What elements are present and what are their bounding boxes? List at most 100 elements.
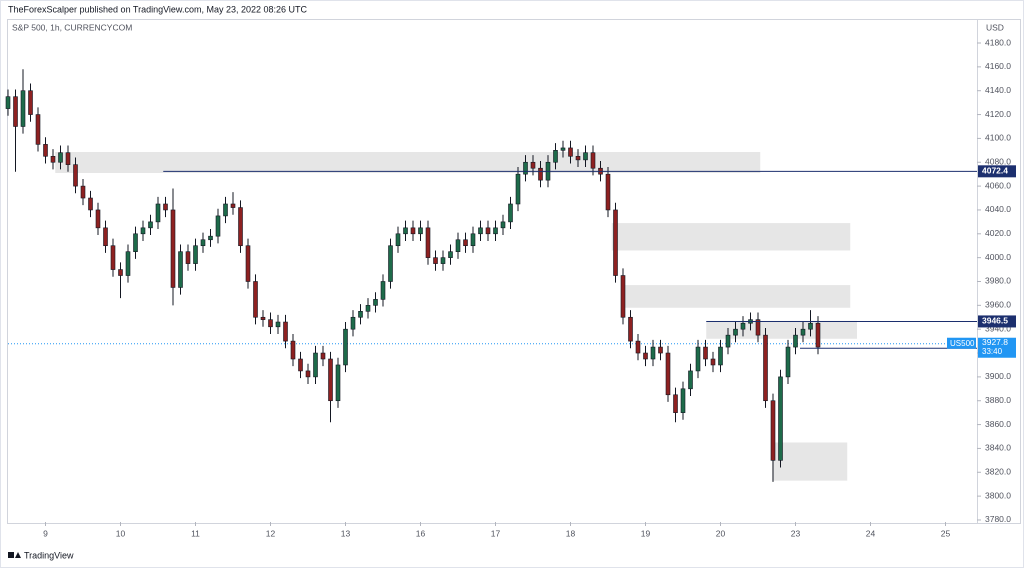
x-tick-label: 18 (566, 528, 576, 538)
candle-body (365, 305, 371, 312)
candle-body (530, 161, 536, 169)
candle-body (343, 328, 348, 366)
y-tick-label: 3860.0 (985, 419, 1011, 429)
x-tick-label: 23 (791, 528, 801, 538)
zone (622, 285, 851, 308)
candle-body (740, 322, 746, 330)
candle-body (815, 322, 821, 348)
y-tick-label: 4120.0 (985, 109, 1011, 119)
y-tick-label: 3800.0 (985, 490, 1011, 500)
level-tag (978, 315, 1016, 328)
candle-body (455, 239, 461, 252)
x-tick-label: 24 (866, 528, 876, 538)
x-tick-label: 10 (116, 528, 126, 538)
candle-body (305, 370, 311, 378)
candle-body (500, 221, 506, 229)
candle-body (155, 203, 161, 223)
price-tag (978, 337, 1016, 358)
zone (611, 223, 851, 251)
countdown: 33:40 (982, 347, 1003, 356)
candle-body (680, 388, 686, 413)
zone (55, 151, 761, 173)
candle-body (350, 316, 356, 330)
candle-body (5, 96, 11, 109)
candle-body (380, 281, 386, 300)
candle-body (13, 96, 18, 127)
candle-body (335, 364, 341, 402)
candle-body (628, 316, 633, 342)
candle-body (665, 352, 671, 396)
zone (772, 442, 848, 481)
candle-body (568, 147, 573, 157)
y-tick-label: 4020.0 (985, 228, 1011, 238)
level-tag (978, 165, 1016, 178)
candle-body (208, 235, 213, 241)
candle-body (523, 161, 528, 175)
candle-body (808, 322, 813, 330)
currency: USD (986, 22, 1004, 32)
candle-body (260, 316, 266, 320)
candle-body (118, 269, 123, 276)
candle-body (695, 346, 701, 372)
candle-body (410, 227, 416, 235)
candle-body (478, 227, 483, 235)
logo (8, 552, 21, 558)
y-tick-label: 3960.0 (985, 300, 1011, 310)
current-price-label: 3927.8 (982, 337, 1008, 347)
level-label: 4072.4 (982, 166, 1008, 176)
candle-body (763, 334, 768, 402)
candle-body (440, 257, 446, 264)
candle-body (755, 319, 761, 336)
symbol-label: US500 (950, 339, 975, 348)
candle-body (140, 227, 146, 235)
y-tick-label: 3820.0 (985, 467, 1011, 477)
candle-body (395, 233, 401, 247)
candle-body (88, 197, 93, 211)
candle-body (193, 245, 198, 264)
y-tick-label: 4040.0 (985, 204, 1011, 214)
candle-body (65, 152, 71, 165)
candle-body (80, 185, 86, 199)
candle-body (133, 233, 138, 252)
candle-body (425, 227, 431, 258)
candle-body (560, 147, 566, 151)
candle-body (215, 215, 221, 237)
candle-body (283, 321, 288, 342)
candle-body (583, 152, 588, 161)
candle-body (268, 319, 273, 328)
candle-body (73, 164, 78, 187)
candle-body (103, 227, 108, 247)
candle-body (688, 370, 693, 390)
candle-body (178, 251, 183, 288)
candle-body (605, 173, 611, 211)
candle-body (733, 328, 738, 336)
candle-body (290, 340, 296, 360)
candle-body (643, 352, 648, 360)
candle-body (673, 394, 678, 413)
y-tick-label: 4180.0 (985, 37, 1011, 47)
candle-body (778, 376, 783, 461)
candle-body (590, 152, 596, 169)
x-tick-label: 25 (941, 528, 951, 538)
x-tick-label: 19 (641, 528, 651, 538)
candle-body (200, 239, 206, 247)
candle-body (245, 245, 251, 282)
x-tick-label: 9 (43, 528, 48, 538)
candle-body (650, 346, 656, 360)
candle-body (515, 173, 521, 205)
candle-body (470, 233, 476, 247)
y-tick-label: 3780.0 (985, 514, 1011, 524)
candle-body (358, 311, 363, 318)
y-tick-label: 3840.0 (985, 443, 1011, 453)
candle-body (170, 209, 176, 288)
header: TheForexScalper published on TradingView… (8, 4, 308, 14)
candle-body (223, 203, 228, 217)
x-tick-label: 20 (716, 528, 726, 538)
candle-body (575, 155, 581, 161)
y-tick-label: 3940.0 (985, 323, 1011, 333)
candle-body (433, 257, 438, 264)
candle-body (35, 114, 41, 145)
chart-title: S&P 500, 1h, CURRENCYCOM (12, 22, 132, 32)
